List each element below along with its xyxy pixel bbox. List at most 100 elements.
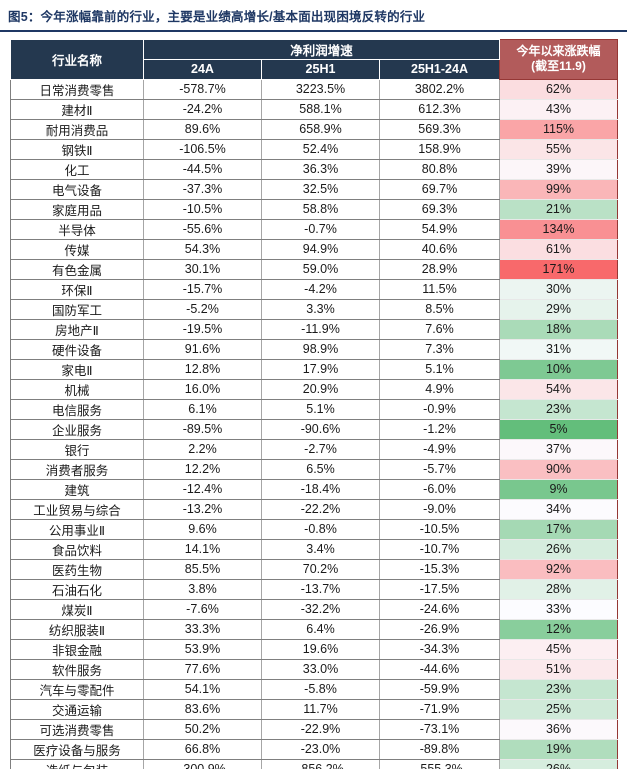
ytd-change-cell: 92% (499, 559, 618, 580)
industry-name-cell: 医疗设备与服务 (10, 739, 144, 760)
value-24a-cell: 53.9% (143, 639, 262, 660)
value-25h1-cell: 6.5% (261, 459, 380, 480)
ytd-change-cell: 134% (499, 219, 618, 240)
table-row: 耐用消费品 89.6% 658.9% 569.3% 115% (10, 119, 618, 140)
table-row: 建筑 -12.4% -18.4% -6.0% 9% (10, 479, 618, 500)
ytd-change-cell: 23% (499, 399, 618, 420)
industry-table: 行业名称 净利润增速 今年以来涨跌幅 (截至11.9) 24A 25H1 25H… (10, 39, 618, 769)
value-25h1-cell: 6.4% (261, 619, 380, 640)
value-25h1-cell: 36.3% (261, 159, 380, 180)
industry-name-cell: 钢铁Ⅱ (10, 139, 144, 160)
ytd-change-cell: 23% (499, 679, 618, 700)
value-25h1-cell: -18.4% (261, 479, 380, 500)
value-25h1-24a-cell: 5.1% (379, 359, 500, 380)
industry-name-cell: 家庭用品 (10, 199, 144, 220)
table-row: 可选消费零售 50.2% -22.9% -73.1% 36% (10, 719, 618, 740)
ytd-change-cell: 43% (499, 99, 618, 120)
value-24a-cell: 91.6% (143, 339, 262, 360)
table-row: 房地产Ⅱ -19.5% -11.9% 7.6% 18% (10, 319, 618, 340)
value-25h1-24a-cell: 612.3% (379, 99, 500, 120)
value-25h1-24a-cell: 40.6% (379, 239, 500, 260)
ytd-change-cell: 171% (499, 259, 618, 280)
value-24a-cell: 50.2% (143, 719, 262, 740)
value-25h1-24a-cell: -44.6% (379, 659, 500, 680)
industry-name-cell: 工业贸易与综合 (10, 499, 144, 520)
industry-name-cell: 环保Ⅱ (10, 279, 144, 300)
table-row: 环保Ⅱ -15.7% -4.2% 11.5% 30% (10, 279, 618, 300)
value-25h1-cell: -13.7% (261, 579, 380, 600)
ytd-change-cell: 33% (499, 599, 618, 620)
value-24a-cell: 54.3% (143, 239, 262, 260)
industry-name-cell: 造纸与包装 (10, 759, 144, 769)
table-header: 行业名称 净利润增速 今年以来涨跌幅 (截至11.9) 24A 25H1 25H… (10, 39, 618, 80)
value-25h1-24a-cell: 158.9% (379, 139, 500, 160)
ytd-change-cell: 29% (499, 299, 618, 320)
value-24a-cell: -15.7% (143, 279, 262, 300)
value-25h1-cell: -22.2% (261, 499, 380, 520)
value-25h1-24a-cell: -26.9% (379, 619, 500, 640)
value-25h1-cell: 658.9% (261, 119, 380, 140)
value-24a-cell: 6.1% (143, 399, 262, 420)
value-24a-cell: -24.2% (143, 99, 262, 120)
ytd-change-cell: 34% (499, 499, 618, 520)
title-divider (0, 30, 627, 32)
value-24a-cell: 66.8% (143, 739, 262, 760)
value-25h1-24a-cell: -34.3% (379, 639, 500, 660)
ytd-change-cell: 25% (499, 699, 618, 720)
industry-name-cell: 国防军工 (10, 299, 144, 320)
industry-name-cell: 半导体 (10, 219, 144, 240)
table-row: 石油石化 3.8% -13.7% -17.5% 28% (10, 579, 618, 600)
value-24a-cell: 12.2% (143, 459, 262, 480)
value-24a-cell: -300.9% (143, 759, 262, 769)
value-25h1-24a-cell: -6.0% (379, 479, 500, 500)
value-24a-cell: -10.5% (143, 199, 262, 220)
value-24a-cell: 89.6% (143, 119, 262, 140)
value-25h1-24a-cell: 3802.2% (379, 79, 500, 100)
value-25h1-24a-cell: 7.3% (379, 339, 500, 360)
table-row: 汽车与零配件 54.1% -5.8% -59.9% 23% (10, 679, 618, 700)
ytd-change-cell: 62% (499, 79, 618, 100)
ytd-change-cell: 37% (499, 439, 618, 460)
value-25h1-cell: 17.9% (261, 359, 380, 380)
value-25h1-24a-cell: 28.9% (379, 259, 500, 280)
industry-name-cell: 煤炭Ⅱ (10, 599, 144, 620)
value-24a-cell: 33.3% (143, 619, 262, 640)
table-row: 国防军工 -5.2% 3.3% 8.5% 29% (10, 299, 618, 320)
ytd-change-header-line1: 今年以来涨跌幅 (516, 43, 601, 58)
industry-name-cell: 建筑 (10, 479, 144, 500)
page-title: 图5：今年涨幅靠前的行业，主要是业绩高增长/基本面出现困境反转的行业 (8, 10, 426, 24)
value-25h1-24a-cell: 4.9% (379, 379, 500, 400)
table-row: 工业贸易与综合 -13.2% -22.2% -9.0% 34% (10, 499, 618, 520)
value-25h1-cell: 59.0% (261, 259, 380, 280)
industry-name-cell: 汽车与零配件 (10, 679, 144, 700)
value-25h1-24a-cell: 569.3% (379, 119, 500, 140)
industry-name-cell: 传媒 (10, 239, 144, 260)
industry-table-body: 日常消费零售 -578.7% 3223.5% 3802.2% 62% 建材Ⅱ -24.2% 5… (10, 79, 618, 769)
value-25h1-cell: 33.0% (261, 659, 380, 680)
col-header-ytd-change: 今年以来涨跌幅 (截至11.9) (499, 39, 618, 80)
table-row: 企业服务 -89.5% -90.6% -1.2% 5% (10, 419, 618, 440)
ytd-change-cell: 26% (499, 759, 618, 769)
ytd-change-cell: 10% (499, 359, 618, 380)
value-24a-cell: 12.8% (143, 359, 262, 380)
value-25h1-cell: 3.4% (261, 539, 380, 560)
ytd-change-cell: 115% (499, 119, 618, 140)
industry-name-cell: 医药生物 (10, 559, 144, 580)
table-row: 非银金融 53.9% 19.6% -34.3% 45% (10, 639, 618, 660)
industry-name-cell: 耐用消费品 (10, 119, 144, 140)
ytd-change-cell: 28% (499, 579, 618, 600)
ytd-change-cell: 26% (499, 539, 618, 560)
table-row: 电气设备 -37.3% 32.5% 69.7% 99% (10, 179, 618, 200)
value-24a-cell: 85.5% (143, 559, 262, 580)
value-25h1-cell: 3223.5% (261, 79, 380, 100)
table-row: 家庭用品 -10.5% 58.8% 69.3% 21% (10, 199, 618, 220)
value-24a-cell: 9.6% (143, 519, 262, 540)
value-25h1-24a-cell: -555.3% (379, 759, 500, 769)
industry-name-cell: 企业服务 (10, 419, 144, 440)
ytd-change-cell: 51% (499, 659, 618, 680)
value-24a-cell: 77.6% (143, 659, 262, 680)
value-25h1-24a-cell: -4.9% (379, 439, 500, 460)
ytd-change-cell: 12% (499, 619, 618, 640)
table-row: 建材Ⅱ -24.2% 588.1% 612.3% 43% (10, 99, 618, 120)
value-25h1-cell: -4.2% (261, 279, 380, 300)
